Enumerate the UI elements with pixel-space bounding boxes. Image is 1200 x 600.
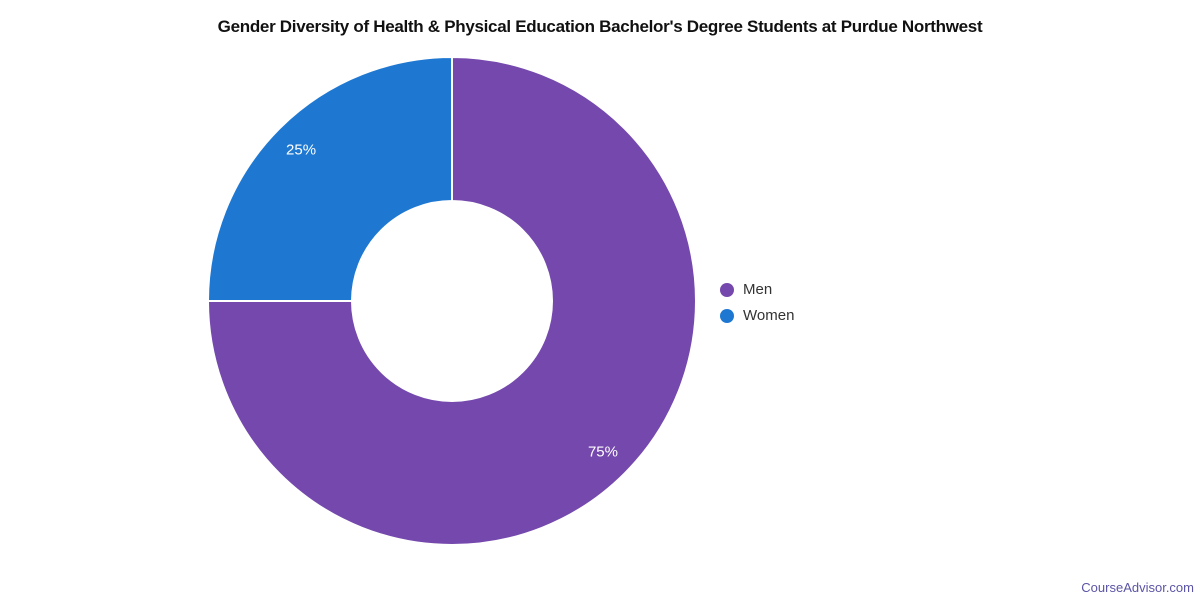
legend-dot-men-icon (720, 283, 734, 297)
donut-chart-svg (206, 55, 697, 546)
chart-legend: Men Women (720, 277, 794, 329)
pie-slice-men[interactable] (206, 55, 697, 546)
legend-item-women[interactable]: Women (720, 303, 794, 329)
chart-title: Gender Diversity of Health & Physical Ed… (217, 17, 983, 36)
pie-slice-women[interactable] (206, 55, 453, 302)
legend-item-men[interactable]: Men (720, 277, 794, 303)
legend-label-women: Women (743, 307, 795, 324)
legend-dot-women-icon (720, 309, 734, 323)
watermark-courseadvisor-link[interactable]: CourseAdvisor.com (1081, 580, 1194, 595)
legend-label-men: Men (743, 281, 773, 298)
